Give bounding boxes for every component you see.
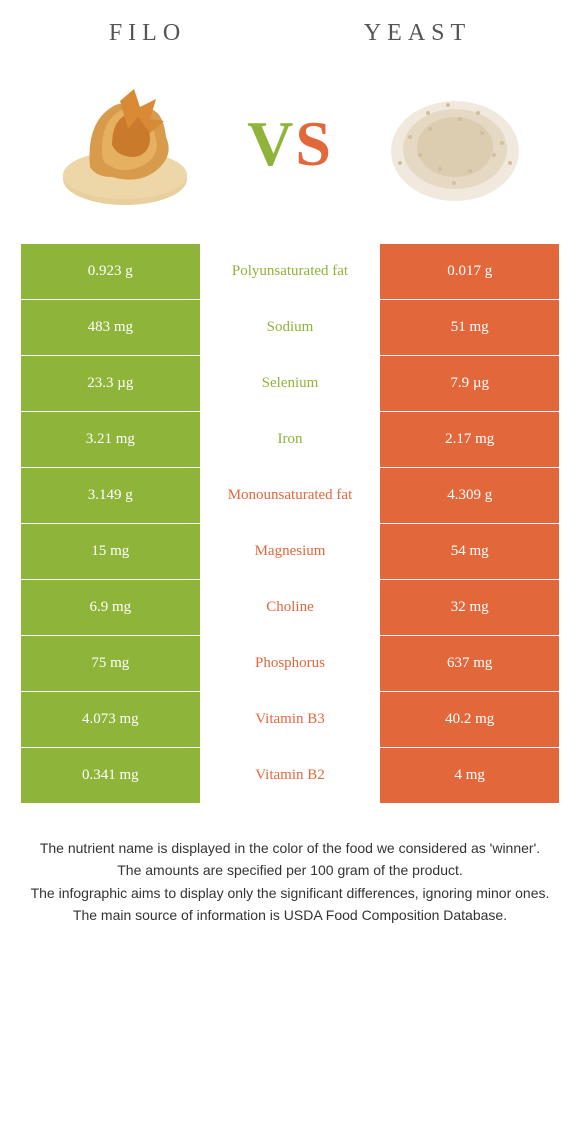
left-food-image	[40, 59, 210, 229]
left-value-cell: 15 mg	[21, 524, 201, 580]
footnote-line: The main source of information is USDA F…	[30, 905, 550, 925]
right-value-cell: 4.309 g	[380, 468, 560, 524]
table-row: 483 mgSodium51 mg	[21, 300, 560, 356]
nutrient-label-cell: Magnesium	[200, 524, 380, 580]
nutrient-label-cell: Monounsaturated fat	[200, 468, 380, 524]
right-value-cell: 0.017 g	[380, 244, 560, 300]
right-value-cell: 2.17 mg	[380, 412, 560, 468]
footnote-line: The nutrient name is displayed in the co…	[30, 838, 550, 858]
comparison-table: 0.923 gPolyunsaturated fat0.017 g483 mgS…	[20, 243, 560, 804]
nutrient-label-cell: Choline	[200, 580, 380, 636]
table-row: 3.21 mgIron2.17 mg	[21, 412, 560, 468]
footnotes: The nutrient name is displayed in the co…	[0, 804, 580, 957]
nutrient-label-cell: Sodium	[200, 300, 380, 356]
table-row: 75 mgPhosphorus637 mg	[21, 636, 560, 692]
right-value-cell: 637 mg	[380, 636, 560, 692]
right-food-title: Yeast	[364, 20, 471, 47]
table-row: 0.341 mgVitamin B24 mg	[21, 748, 560, 804]
table-row: 3.149 gMonounsaturated fat4.309 g	[21, 468, 560, 524]
right-value-cell: 32 mg	[380, 580, 560, 636]
left-food-title: Filo	[109, 20, 186, 47]
right-value-cell: 54 mg	[380, 524, 560, 580]
footnote-line: The infographic aims to display only the…	[30, 883, 550, 903]
table-row: 0.923 gPolyunsaturated fat0.017 g	[21, 244, 560, 300]
vs-s-letter: S	[295, 108, 333, 179]
comparison-table-body: 0.923 gPolyunsaturated fat0.017 g483 mgS…	[21, 244, 560, 804]
nutrient-label-cell: Vitamin B3	[200, 692, 380, 748]
images-row: VS	[0, 55, 580, 243]
right-value-cell: 7.9 µg	[380, 356, 560, 412]
left-value-cell: 0.341 mg	[21, 748, 201, 804]
left-value-cell: 3.21 mg	[21, 412, 201, 468]
nutrient-label-cell: Vitamin B2	[200, 748, 380, 804]
table-row: 15 mgMagnesium54 mg	[21, 524, 560, 580]
left-value-cell: 4.073 mg	[21, 692, 201, 748]
nutrient-label-cell: Selenium	[200, 356, 380, 412]
right-food-image	[370, 59, 540, 229]
nutrient-label-cell: Polyunsaturated fat	[200, 244, 380, 300]
right-value-cell: 4 mg	[380, 748, 560, 804]
table-row: 4.073 mgVitamin B340.2 mg	[21, 692, 560, 748]
left-value-cell: 483 mg	[21, 300, 201, 356]
table-row: 23.3 µgSelenium7.9 µg	[21, 356, 560, 412]
left-value-cell: 75 mg	[21, 636, 201, 692]
vs-label: VS	[247, 107, 333, 181]
vs-v-letter: V	[247, 108, 295, 179]
right-value-cell: 40.2 mg	[380, 692, 560, 748]
nutrient-label-cell: Iron	[200, 412, 380, 468]
left-value-cell: 3.149 g	[21, 468, 201, 524]
table-row: 6.9 mgCholine32 mg	[21, 580, 560, 636]
header: Filo Yeast	[0, 0, 580, 55]
left-value-cell: 6.9 mg	[21, 580, 201, 636]
nutrient-label-cell: Phosphorus	[200, 636, 380, 692]
footnote-line: The amounts are specified per 100 gram o…	[30, 860, 550, 880]
left-value-cell: 0.923 g	[21, 244, 201, 300]
left-value-cell: 23.3 µg	[21, 356, 201, 412]
right-value-cell: 51 mg	[380, 300, 560, 356]
